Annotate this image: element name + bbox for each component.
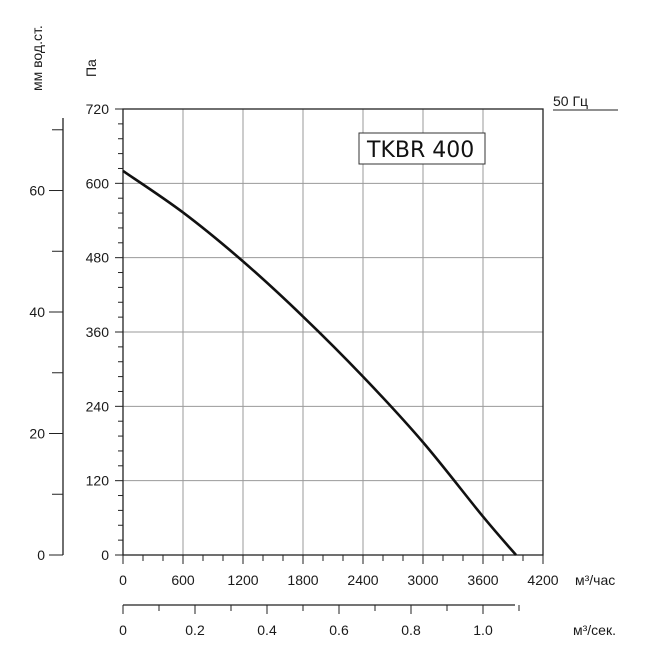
x-tick-label-sec: 0.6 <box>329 622 349 638</box>
mm-axis-ticks <box>49 129 63 556</box>
y-axis-pa-labels: 0 120 240 360 480 600 720 <box>86 101 110 563</box>
y-axis-mm-labels: 0 20 40 60 <box>29 183 45 563</box>
frequency-label: 50 Гц <box>553 93 588 109</box>
y-tick-label-mm: 20 <box>29 426 45 442</box>
x-tick-label-hour: 3600 <box>467 572 498 588</box>
x-tick-label-hour: 3000 <box>407 572 438 588</box>
x-tick-label-sec: 0.2 <box>185 622 205 638</box>
x-tick-label-hour: 1800 <box>287 572 318 588</box>
x-unit-sec: м³/сек. <box>573 622 616 638</box>
x-tick-label-sec: 1.0 <box>473 622 493 638</box>
y-axis-title-mm: мм вод.ст. <box>29 25 45 91</box>
performance-curve <box>122 169 517 556</box>
y-tick-label-pa: 600 <box>86 175 110 191</box>
y-tick-label-pa: 360 <box>86 324 110 340</box>
x-tick-label-hour: 2400 <box>347 572 378 588</box>
x-tick-label-sec: 0 <box>119 622 127 638</box>
x-unit-hour: м³/час <box>575 572 615 588</box>
y-tick-label-pa: 720 <box>86 101 110 117</box>
x-axis-sec-labels: 0 0.2 0.4 0.6 0.8 1.0 <box>119 622 493 638</box>
minor-ticks <box>115 108 544 564</box>
y-tick-label-pa: 0 <box>101 547 109 563</box>
chart-grid <box>123 109 543 555</box>
x-tick-label-hour: 600 <box>171 572 195 588</box>
x-tick-label-hour: 1200 <box>227 572 258 588</box>
y-tick-label-pa: 480 <box>86 250 110 266</box>
x-tick-label-sec: 0.8 <box>401 622 421 638</box>
x-tick-label-sec: 0.4 <box>257 622 277 638</box>
x-tick-label-hour: 4200 <box>527 572 558 588</box>
y-tick-label-pa: 120 <box>86 473 110 489</box>
x-tick-label-hour: 0 <box>119 572 127 588</box>
y-tick-label-mm: 60 <box>29 183 45 199</box>
sec-axis-ticks <box>122 605 520 614</box>
y-tick-label-mm: 40 <box>29 304 45 320</box>
y-tick-label-pa: 240 <box>86 398 110 414</box>
model-label-box <box>358 132 486 165</box>
model-label: TKBR 400 <box>366 138 474 163</box>
x-axis-hour-labels: 0 600 1200 1800 2400 3000 3600 4200 <box>119 572 559 588</box>
y-axis-title-pa: Па <box>83 59 99 77</box>
y-tick-label-mm: 0 <box>37 547 45 563</box>
